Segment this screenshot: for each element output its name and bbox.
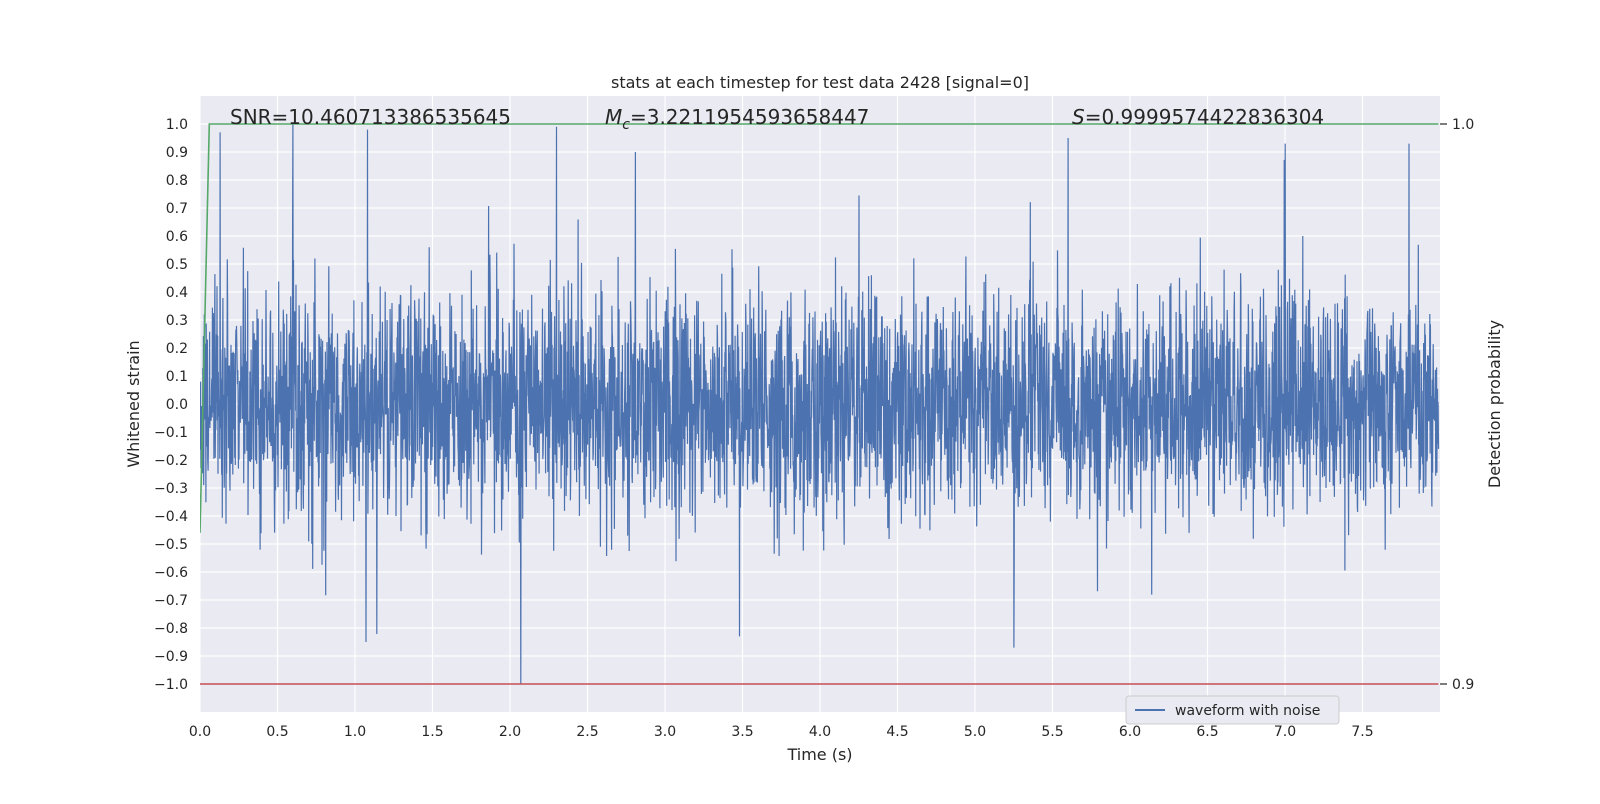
y2-axis-ticks: 1.0 0.9 — [1440, 117, 1474, 693]
x-axis-label: Time (s) — [786, 745, 852, 764]
y-tick-label: 0.2 — [166, 341, 188, 357]
x-tick-label: 6.0 — [1119, 724, 1141, 740]
y-tick-label: 0.0 — [166, 397, 188, 413]
y-tick-label: −0.7 — [154, 593, 188, 609]
chirp-mass-value: =3.2211954593658447 — [630, 105, 869, 129]
x-tick-label: 7.5 — [1351, 724, 1373, 740]
detection-probability-line — [200, 123, 1439, 533]
x-tick-label: 7.0 — [1274, 724, 1296, 740]
waveform-line — [200, 123, 1440, 685]
x-tick-label: 5.5 — [1041, 724, 1063, 740]
y-tick-label: 0.4 — [166, 285, 188, 301]
y-tick-label: 0.3 — [166, 313, 188, 329]
y-axis-label: Whitened strain — [124, 340, 143, 467]
y-tick-label: 1.0 — [166, 117, 188, 133]
y-tick-label: −1.0 — [154, 677, 188, 693]
x-tick-label: 4.5 — [886, 724, 908, 740]
legend-label: waveform with noise — [1175, 703, 1320, 719]
y-tick-label: −0.6 — [154, 565, 188, 581]
y-tick-label: 0.5 — [166, 257, 188, 273]
x-axis-ticks: 0.0 0.5 1.0 1.5 2.0 2.5 3.0 3.5 4.0 4.5 5.0 5.5 6.0 6… — [189, 724, 1374, 740]
y2-axis-label: Detection probability — [1485, 320, 1504, 488]
x-tick-label: 5.0 — [964, 724, 986, 740]
x-tick-label: 2.5 — [576, 724, 598, 740]
y-tick-label: −0.3 — [154, 481, 188, 497]
legend-box — [1125, 695, 1340, 725]
y2-tick-label: 1.0 — [1452, 117, 1474, 133]
y-axis-ticks: 1.0 0.9 0.8 0.7 0.6 0.5 0.4 0.3 0.2 0.1 0.0 −0.1 −0.… — [154, 117, 188, 693]
snr-annotation: SNR=10.460713386535645 — [230, 105, 511, 129]
y-tick-label: −0.2 — [154, 453, 188, 469]
y-tick-label: −0.9 — [154, 649, 188, 665]
legend: waveform with noise — [1125, 695, 1340, 725]
s-annotation: S=0.9999574422836304 — [1072, 105, 1324, 129]
x-tick-label: 3.0 — [654, 724, 676, 740]
x-tick-label: 2.0 — [499, 724, 521, 740]
x-tick-label: 1.5 — [421, 724, 443, 740]
x-tick-label: 6.5 — [1196, 724, 1218, 740]
x-tick-label: 1.0 — [344, 724, 366, 740]
y-tick-label: 0.9 — [166, 145, 188, 161]
s-value: =0.9999574422836304 — [1085, 105, 1324, 129]
plot-area — [200, 123, 1440, 685]
y-tick-label: −0.5 — [154, 537, 188, 553]
y-tick-label: −0.8 — [154, 621, 188, 637]
y-tick-label: −0.4 — [154, 509, 188, 525]
x-tick-label: 4.0 — [809, 724, 831, 740]
chirp-mass-symbol: M — [605, 105, 622, 129]
y2-tick-label: 0.9 — [1452, 677, 1474, 693]
s-symbol: S — [1072, 105, 1085, 129]
chart-title: stats at each timestep for test data 242… — [611, 73, 1029, 92]
x-tick-label: 0.5 — [266, 724, 288, 740]
y-tick-label: 0.7 — [166, 201, 188, 217]
x-tick-label: 3.5 — [731, 724, 753, 740]
chirp-mass-subscript: c — [622, 117, 630, 133]
y-tick-label: 0.8 — [166, 173, 188, 189]
y-tick-label: 0.1 — [166, 369, 188, 385]
chirp-mass-annotation: Mc=3.2211954593658447 — [605, 105, 869, 133]
y-tick-label: −0.1 — [154, 425, 188, 441]
y-tick-label: 0.6 — [166, 229, 188, 245]
x-tick-label: 0.0 — [189, 724, 211, 740]
